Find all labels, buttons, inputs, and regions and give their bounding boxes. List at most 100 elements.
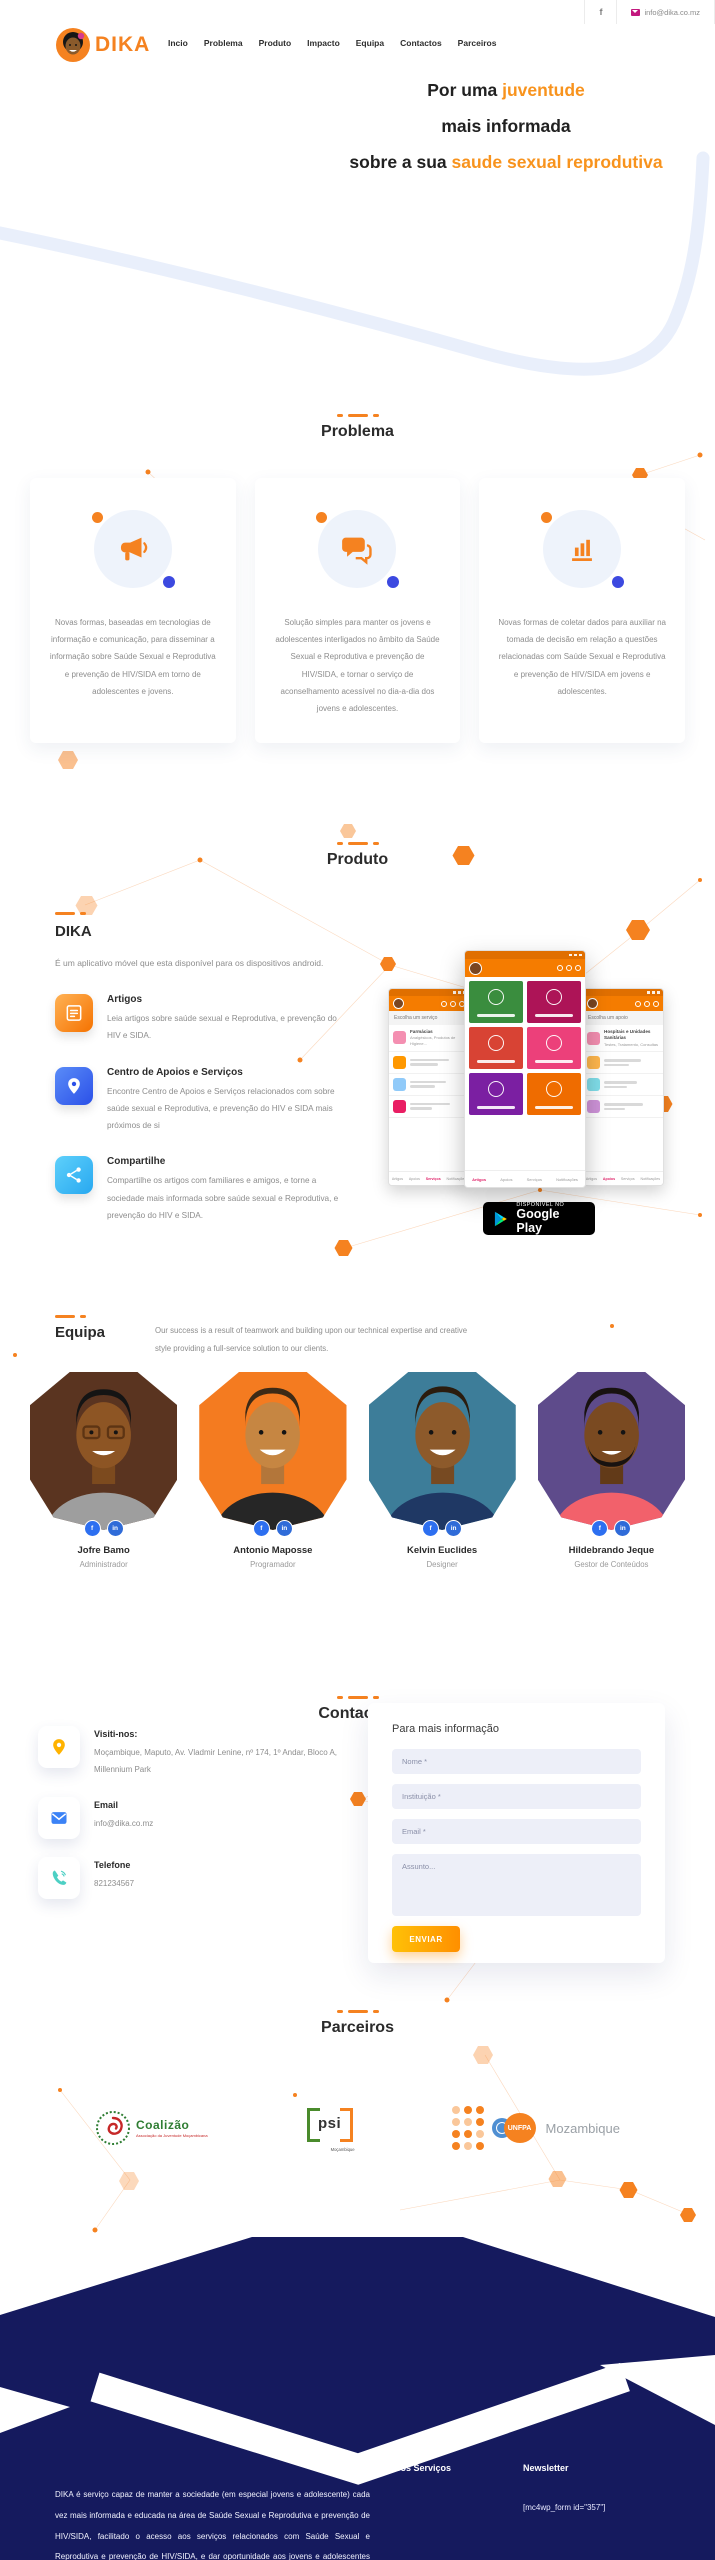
facebook-icon[interactable]: f xyxy=(252,1520,270,1537)
feature-text: Leia artigos sobre saúde sexual e Reprod… xyxy=(107,1014,337,1041)
equipa-title: Equipa xyxy=(55,1323,106,1341)
main-nav: Incio Problema Produto Impacto Equipa Co… xyxy=(168,24,496,62)
team-member-antonio-maposse: f in Antonio Maposse Programador xyxy=(199,1372,347,1569)
play-badge-store-name: Google Play xyxy=(516,1206,560,1235)
facebook-icon[interactable]: f xyxy=(422,1520,440,1537)
produto-section-header: Produto xyxy=(0,842,715,869)
feature-centro-apoios: Centro de Apoios e Serviços Encontre Cen… xyxy=(55,1066,385,1135)
name-input[interactable] xyxy=(392,1749,641,1774)
contact-item-email: Email info@dika.co.mz xyxy=(38,1796,358,1839)
contact-form-title: Para mais informação xyxy=(392,1723,499,1735)
partner-logo-psi[interactable]: psi Moçambique xyxy=(306,2108,355,2152)
member-name: Jofre Bamo xyxy=(77,1545,130,1556)
section-dashes xyxy=(0,2010,715,2013)
partners-row-wrap: Coalizão Associação da Juventude Moçambi… xyxy=(0,2088,715,2152)
article-icon xyxy=(66,1005,82,1022)
unfpa-dot-grid xyxy=(451,2106,484,2150)
facebook-icon: f xyxy=(599,7,603,17)
section-dashes xyxy=(0,1696,715,1699)
subject-textarea[interactable] xyxy=(392,1854,641,1916)
facebook-link[interactable]: f xyxy=(584,0,616,24)
linkedin-icon[interactable]: in xyxy=(275,1520,293,1537)
avatar xyxy=(199,1372,347,1530)
section-dashes xyxy=(0,414,715,417)
contact-email-value[interactable]: info@dika.co.mz xyxy=(94,1818,154,1828)
brand-logo[interactable]: DIKA xyxy=(55,27,150,63)
megaphone-icon xyxy=(120,537,148,561)
nav-item-produto[interactable]: Produto xyxy=(258,38,292,48)
nav-item-impacto[interactable]: Impacto xyxy=(307,38,340,48)
team-member-jofre-bamo: f in Jofre Bamo Administrador xyxy=(30,1372,178,1569)
parceiros-title: Parceiros xyxy=(321,2018,394,2036)
section-dashes xyxy=(0,842,715,845)
phone-tab-bar: Artigos Apoios Serviços Notificações xyxy=(465,1170,585,1187)
contact-info-list: Visiti-nos: Moçambique, Maputo, Av. Vlad… xyxy=(38,1726,358,1917)
feature-artigos: Artigos Leia artigos sobre saúde sexual … xyxy=(55,994,385,1044)
partner-logo-unfpa[interactable]: UNFPA Mozambique xyxy=(451,2106,620,2150)
contact-item-title: Email xyxy=(94,1799,119,1810)
facebook-icon[interactable]: f xyxy=(83,1520,101,1537)
contact-item-title: Visiti-nos: xyxy=(94,1729,138,1739)
linkedin-icon[interactable]: in xyxy=(445,1520,463,1537)
footer-about-text: DIKA é serviço capaz de manter a socieda… xyxy=(55,2490,370,2560)
avatar-illustration xyxy=(384,1386,500,1530)
footer-mountain-shapes xyxy=(0,2237,715,2560)
member-role: Programador xyxy=(250,1560,296,1569)
contact-item-visit: Visiti-nos: Moçambique, Maputo, Av. Vlad… xyxy=(38,1726,358,1779)
avatar-illustration xyxy=(553,1387,669,1530)
coalizao-name: Coalizão xyxy=(136,2118,190,2132)
contact-item-title: Telefone xyxy=(94,1859,131,1870)
feature-text: Compartilhe os artigos com familiares e … xyxy=(107,1176,339,1220)
avatar xyxy=(368,1372,516,1530)
submit-button[interactable]: ENVIAR xyxy=(392,1926,460,1952)
member-role: Administrador xyxy=(79,1560,128,1569)
institution-input[interactable] xyxy=(392,1784,641,1809)
email-input[interactable] xyxy=(392,1819,641,1844)
hero-line-2: mais informada xyxy=(441,115,571,136)
topbar-email-link[interactable]: info@dika.co.mz xyxy=(616,0,715,24)
footer-services-title: Os nossos Serviços xyxy=(365,2463,452,2473)
hero-curve-decoration xyxy=(0,151,710,376)
google-play-badge[interactable]: DISPONÍVEL NO Google Play xyxy=(483,1202,595,1235)
phone-mockup-servicos: Escolha um serviço Farmácias Analgésicos… xyxy=(388,988,470,1186)
footer-art xyxy=(0,2237,715,2560)
feature-compartilhe: Compartilhe Compartilhe os artigos com f… xyxy=(55,1156,385,1224)
section-dashes xyxy=(55,1315,105,1318)
nav-item-incio[interactable]: Incio xyxy=(168,38,188,48)
member-name: Hildebrando Jeque xyxy=(568,1545,655,1556)
facebook-icon[interactable]: f xyxy=(591,1520,609,1537)
problema-card-informacao: Novas formas, baseadas em tecnologias de… xyxy=(30,478,236,744)
parceiros-section-header: Parceiros xyxy=(0,2010,715,2037)
team-grid: f in Jofre Bamo Administrador f in xyxy=(30,1372,685,1569)
nav-item-equipa[interactable]: Equipa xyxy=(355,38,385,48)
nav-item-contactos[interactable]: Contactos xyxy=(400,38,442,48)
contact-phone-value[interactable]: 821234567 xyxy=(94,1878,135,1888)
footer-newsletter-title: Newsletter xyxy=(523,2463,569,2473)
location-pin-icon xyxy=(68,1077,80,1094)
problema-section-header: Problema xyxy=(0,414,715,441)
member-name: Antonio Maposse xyxy=(233,1545,313,1556)
problema-card-aconselhamento: Solução simples para manter os jovens e … xyxy=(254,478,461,744)
topbar-email-text: info@dika.co.mz xyxy=(644,7,700,17)
problema-cards: Novas formas, baseadas em tecnologias de… xyxy=(30,478,685,744)
problema-card-text: Solução simples para manter os jovens e … xyxy=(275,618,440,713)
unfpa-name: UNFPA xyxy=(503,2113,536,2143)
linkedin-icon[interactable]: in xyxy=(106,1520,124,1537)
contact-item-text: Moçambique, Maputo, Av. Vladmir Lenine, … xyxy=(94,1748,338,1774)
phone-tab-bar: Artigos Apoios Serviços Notificações xyxy=(389,1171,469,1185)
linkedin-icon[interactable]: in xyxy=(614,1520,632,1537)
nav-item-problema[interactable]: Problema xyxy=(203,38,243,48)
email-icon xyxy=(631,8,641,16)
avatar-illustration xyxy=(46,1389,162,1530)
dika-mascot-icon xyxy=(56,28,90,62)
phone-topic-tiles xyxy=(465,977,585,1119)
phone-screen-label: Escolha um apoio xyxy=(583,1011,663,1025)
brand-name: DIKA xyxy=(95,33,151,56)
phone-list-item: Farmácias Analgésicos, Produtos de Higie… xyxy=(389,1025,469,1052)
partner-logo-coalizao[interactable]: Coalizão Associação da Juventude Moçambi… xyxy=(95,2110,208,2146)
nav-item-parceiros[interactable]: Parceiros xyxy=(457,38,497,48)
bar-chart-icon xyxy=(572,539,593,562)
equipa-description: Our success is a result of teamwork and … xyxy=(155,1326,468,1353)
problema-card-text: Novas formas, baseadas em tecnologias de… xyxy=(49,618,216,696)
phone-mockup-home: Artigos Apoios Serviços Notificações xyxy=(464,950,586,1188)
